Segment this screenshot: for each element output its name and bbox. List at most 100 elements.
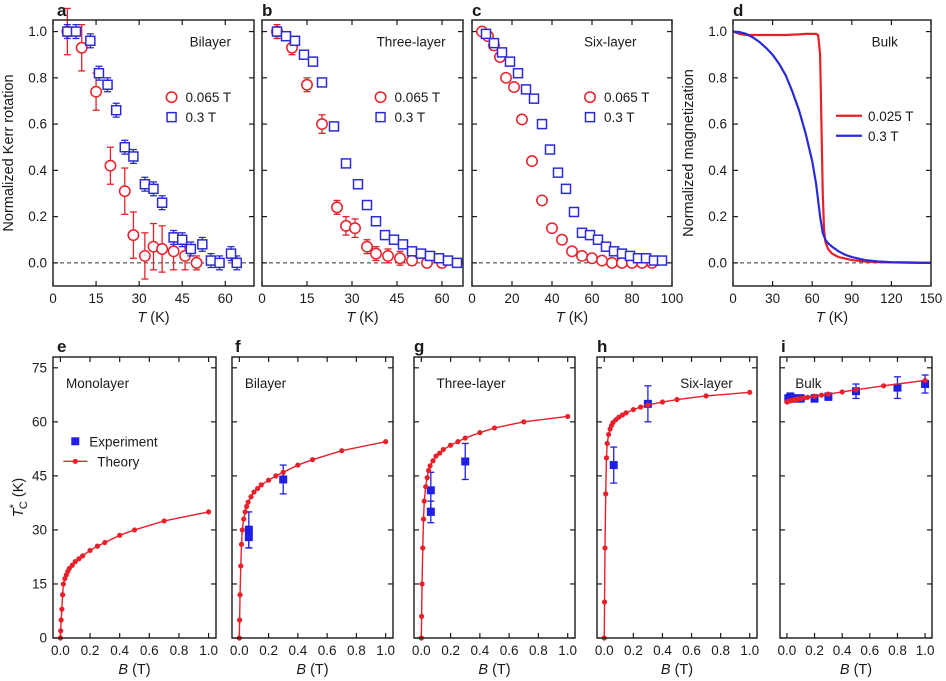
series-0-065-t [271,23,448,269]
data-point [922,377,928,384]
data-point [921,380,930,389]
data-point [339,448,345,454]
data-point [406,246,418,257]
x-tick-label: 120 [880,291,903,306]
x-tick-label: 100 [661,291,684,306]
x-tick-label: 0.2 [805,643,824,658]
legend-label: Experiment [89,434,158,449]
data-point [251,489,257,495]
data-point [168,232,179,243]
x-tick-label: 80 [624,291,639,306]
x-tick-label: 0.2 [81,643,100,658]
data-point [248,494,254,500]
x-tick-label: 0.8 [347,643,366,658]
panel-c: 0 20 40 60 80 100 c Six-layer T (K) 0.065 T 0.3 T [468,1,683,326]
data-point [853,387,859,393]
plot-frame [52,356,217,639]
x-tick-label: 90 [844,291,859,306]
data-point [638,404,644,410]
x-tick-label: 0 [49,291,57,306]
data-point [237,617,243,623]
x-axis-title: T (K) [556,310,588,326]
data-point [197,239,208,250]
data-point [596,254,608,267]
x-tick-label: 0.2 [624,643,643,658]
panel-letter: c [472,1,481,20]
x-tick-label: 60 [218,291,233,306]
data-point [62,26,73,37]
data-point [516,113,528,126]
data-point [352,178,364,190]
data-point [328,121,340,132]
legend-item: 0.065 T [584,90,650,105]
x-tick-label: 60 [805,291,820,306]
legend-label: 0.3 T [186,110,217,125]
data-point [265,477,272,483]
x-tick-label: 0.0 [595,643,614,658]
panel-letter: f [235,337,241,356]
data-point [128,151,139,162]
legend-item: 0.065 T [374,90,440,105]
data-point [255,485,261,492]
data-point [58,628,64,634]
data-point [388,234,400,245]
data-point [496,47,508,58]
data-point [309,457,316,463]
plot-frame [779,356,933,639]
data-point [406,254,418,267]
data-point [447,442,454,448]
panel-h: 0.0 0.2 0.4 0.6 0.8 1.0 h Six-layer B (T) [595,337,759,678]
y-tick-label: 75 [32,360,47,375]
data-point [374,91,387,104]
x-tick-label: 45 [175,291,190,306]
x-tick-label: 1.0 [916,643,935,658]
data-point [427,463,433,469]
x-tick-label: 15 [89,291,104,306]
series-theory [784,377,928,405]
data-point [131,527,138,533]
data-point [244,533,253,542]
data-point [298,49,310,60]
data-point [566,245,578,258]
y-axis-title: Normalized magnetization [681,69,697,237]
x-tick-label: 1.0 [740,643,759,658]
data-point [295,462,301,468]
x-tick-label: 30 [344,291,359,306]
data-point [258,482,264,488]
data-point [623,410,629,416]
data-point [881,383,887,389]
data-point [280,469,286,475]
x-tick-label: 0 [258,291,266,306]
data-point [165,91,178,104]
data-point [156,243,169,255]
series-experiment [244,464,288,549]
data-point [477,430,483,436]
data-point [117,532,123,538]
data-point [500,71,512,84]
data-point [239,527,245,533]
y-tick-label: 0.4 [708,163,727,178]
data-point [139,178,151,190]
legend-item: 0.3 T [375,110,425,125]
x-axis-title: T (K) [137,310,169,326]
x-tick-label: 0.4 [833,643,852,658]
x-axis-title: B (T) [296,662,328,678]
data-point [176,234,188,245]
x-tick-label: 30 [132,291,147,306]
x-axis-title: B (T) [661,662,693,678]
y-tick-label: 1.0 [708,24,727,39]
data-point [72,559,78,565]
series-theory [236,439,389,641]
data-point [118,185,131,198]
series-0-3-t [62,23,243,271]
data-point [148,183,159,195]
x-tick-label: 0.6 [500,643,519,658]
series-experiment [609,385,652,484]
data-point [301,78,313,91]
data-point [433,252,445,264]
data-point [375,111,386,123]
data-point [592,234,604,245]
x-tick-label: 0.8 [170,643,189,658]
data-point [397,239,409,250]
